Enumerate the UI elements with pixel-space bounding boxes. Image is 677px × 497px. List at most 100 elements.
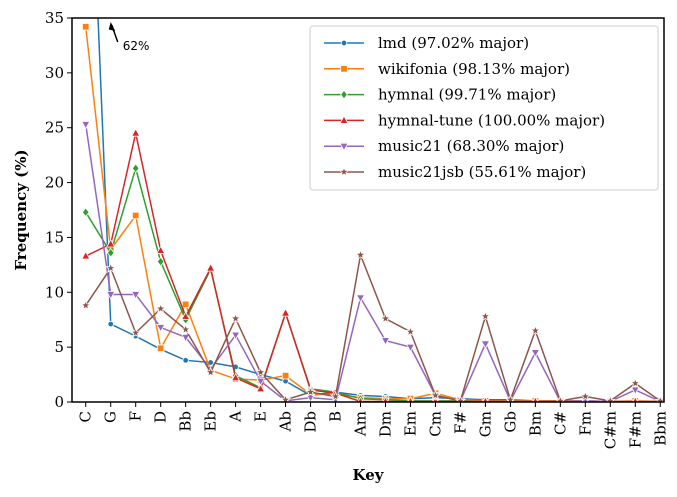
data-point: [305, 394, 316, 402]
data-point: [131, 128, 141, 137]
axes-layer: 0 5 10 15 20 25 30 35 C G F D Bb Eb A E Ab Db B Am Dm Em Cm F# G…: [45, 9, 669, 449]
data-point: [106, 247, 115, 258]
data-point: [529, 324, 542, 336]
data-point: [304, 386, 317, 397]
x-tick-label: Bm: [526, 411, 544, 436]
data-point: [179, 323, 192, 335]
data-point: [482, 396, 489, 402]
x-tick-label: G: [102, 411, 120, 423]
x-tick-label: C#m: [601, 411, 619, 449]
data-point: [81, 250, 91, 260]
data-point: [82, 23, 90, 31]
annotation-label: 62%: [123, 39, 150, 53]
data-point: [379, 312, 392, 324]
data-point: [479, 310, 492, 322]
data-point: [131, 163, 140, 174]
data-point: [182, 357, 189, 364]
data-point: [105, 262, 117, 273]
legend-marker: [340, 89, 348, 100]
data-point: [181, 333, 191, 343]
legend-label: music21 (68.30% major): [378, 137, 564, 155]
data-point: [255, 383, 266, 393]
data-point: [81, 207, 90, 218]
y-tick-label: 15: [45, 228, 64, 246]
x-tick-label: F#m: [626, 411, 644, 448]
x-tick-label: Bbm: [651, 411, 669, 446]
x-tick-label: Eb: [202, 411, 220, 432]
legend-marker: [339, 142, 349, 152]
data-point: [407, 396, 414, 402]
data-point: [205, 263, 216, 272]
y-tick-label: 10: [45, 283, 64, 301]
annotation-layer: 62%: [108, 22, 150, 53]
y-tick-label: 0: [54, 393, 64, 411]
data-point: [530, 349, 540, 358]
data-point: [480, 340, 491, 349]
y-tick-label: 5: [54, 338, 64, 356]
data-point: [380, 337, 391, 346]
data-point: [254, 366, 267, 378]
legend-item: lmd (97.02% major): [324, 34, 529, 52]
legend-label: hymnal (99.71% major): [378, 86, 556, 104]
data-point: [630, 386, 640, 396]
data-point: [532, 396, 539, 402]
data-point: [382, 396, 389, 402]
legend-marker: [340, 65, 348, 73]
legend-item: music21 (68.30% major): [324, 137, 564, 155]
legend-label: wikifonia (98.13% major): [378, 60, 570, 78]
legend-box: [309, 25, 659, 191]
data-point: [355, 294, 366, 303]
data-point: [230, 331, 241, 341]
x-tick-label: E: [252, 411, 270, 422]
x-tick-label: Gb: [501, 411, 519, 433]
data-point: [106, 238, 116, 248]
data-point: [604, 394, 616, 402]
x-tick-label: Fm: [576, 411, 594, 436]
x-tick-label: Gm: [476, 411, 494, 437]
x-tick-label: B: [327, 411, 345, 422]
data-point: [357, 396, 364, 402]
x-tick-label: Ab: [277, 411, 295, 432]
annotation-arrowhead: [108, 22, 116, 31]
data-point: [156, 324, 166, 333]
data-point: [156, 344, 165, 352]
x-tick-label: Dm: [376, 411, 394, 437]
data-point: [106, 291, 116, 300]
y-tick-label: 35: [45, 9, 64, 27]
data-point: [181, 300, 190, 309]
data-point: [131, 291, 141, 300]
x-tick-label: F: [127, 411, 145, 421]
data-point: [156, 256, 165, 267]
data-point: [281, 371, 290, 380]
data-point: [579, 390, 591, 402]
x-axis-title: Key: [353, 466, 385, 484]
x-tick-label: Cm: [426, 411, 444, 437]
data-point: [280, 308, 291, 317]
data-point: [454, 394, 467, 402]
y-axis-title: Frequency (%): [12, 149, 30, 270]
y-tick-label: 30: [45, 64, 64, 82]
data-point: [80, 299, 92, 311]
legend-label: music21jsb (55.61% major): [378, 163, 586, 181]
legend-marker: [339, 115, 349, 124]
data-point: [429, 389, 442, 401]
y-tick-label: 25: [45, 119, 64, 137]
data-point: [354, 249, 367, 260]
legend-item: music21jsb (55.61% major): [324, 163, 586, 181]
legend-label: hymnal-tune (100.00% major): [378, 111, 605, 129]
x-tick-label: C#: [551, 411, 569, 435]
data-point: [130, 326, 142, 338]
data-point: [155, 302, 167, 314]
x-tick-label: F#: [451, 411, 469, 434]
data-point: [204, 366, 217, 378]
data-point: [629, 377, 641, 389]
legend-item: wikifonia (98.13% major): [324, 60, 570, 78]
legend-item: hymnal (99.71% major): [324, 86, 556, 104]
x-tick-label: Db: [302, 411, 320, 433]
x-tick-label: D: [152, 411, 170, 423]
data-point: [81, 121, 91, 130]
legend: lmd (97.02% major) wikifonia (98.13% majo…: [309, 25, 659, 191]
x-tick-label: Bb: [177, 411, 195, 432]
data-point: [554, 394, 567, 402]
